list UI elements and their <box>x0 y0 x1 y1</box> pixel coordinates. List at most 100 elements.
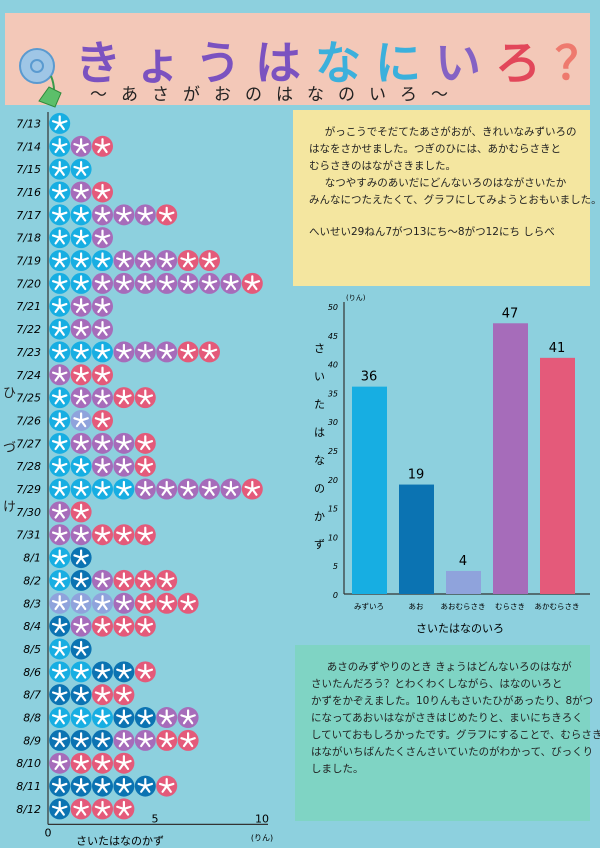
star-mark-icon <box>51 549 68 565</box>
star-mark-icon <box>73 755 89 770</box>
star-mark-icon <box>94 618 111 633</box>
star-mark-icon <box>51 595 68 611</box>
summary-line: していておもしろかったです。グラフにすることで、むらさきの <box>311 729 600 741</box>
star-mark-icon <box>73 320 89 336</box>
star-mark-icon <box>73 161 89 176</box>
y-tick-label: 15 <box>328 505 338 514</box>
star-mark-icon <box>137 389 154 405</box>
star-mark-icon <box>137 252 154 268</box>
star-mark-icon <box>116 458 132 473</box>
date-label: 8/9 <box>23 734 41 747</box>
star-mark-icon <box>73 412 89 428</box>
star-mark-icon <box>73 572 89 588</box>
star-mark-icon <box>51 138 68 154</box>
side-label-char: ひ <box>3 386 17 401</box>
y-tick-label: 25 <box>328 447 338 456</box>
star-mark-icon <box>94 206 111 222</box>
star-mark-icon <box>94 229 111 245</box>
page-title: きょうはなにいろ？ <box>75 27 600 93</box>
star-mark-icon <box>51 503 68 519</box>
star-mark-icon <box>51 206 68 222</box>
title-char: ょ <box>135 36 195 90</box>
y-tick-label: 35 <box>328 389 338 398</box>
bar-value-label: 4 <box>459 554 467 569</box>
y-tick-label: 20 <box>328 476 338 485</box>
star-mark-icon <box>73 732 89 748</box>
intro-line: なつやすみのあいだにどんないろのはながさいたか <box>324 177 567 189</box>
star-mark-icon <box>94 412 111 428</box>
star-mark-icon <box>116 343 132 359</box>
x-axis-title: さいたはなのいろ <box>416 622 504 635</box>
star-mark-icon <box>180 709 196 725</box>
star-mark-icon <box>137 435 154 451</box>
star-mark-icon <box>51 275 68 291</box>
star-mark-icon <box>137 709 154 725</box>
y-axis-title-char: は <box>314 426 325 439</box>
star-mark-icon <box>94 183 111 199</box>
star-mark-icon <box>116 595 132 611</box>
date-label: 7/25 <box>16 392 41 405</box>
date-label: 7/17 <box>16 209 41 222</box>
bar-value-label: 36 <box>361 370 378 385</box>
star-mark-icon <box>94 458 111 473</box>
star-mark-icon <box>116 526 132 542</box>
star-mark-icon <box>137 206 154 222</box>
daily-flower-chart: 7/13 7/14 7/15 7/16 7/17 7/18 7/19 7/20 7/21 7/22… <box>16 112 273 847</box>
intro-line: むらさきのはながさきました。 <box>309 160 456 172</box>
title-char: ろ <box>495 36 555 90</box>
star-mark-icon <box>180 732 196 748</box>
summary-line: しました。 <box>311 763 364 775</box>
star-mark-icon <box>94 320 111 336</box>
star-mark-icon <box>51 618 68 633</box>
category-label: あお <box>409 602 424 611</box>
x-tick-label: 0 <box>45 826 52 839</box>
bar-value-label: 47 <box>502 306 519 321</box>
star-mark-icon <box>158 572 175 588</box>
star-mark-icon <box>94 663 111 679</box>
star-mark-icon <box>137 275 154 291</box>
y-tick-label: 30 <box>328 418 338 427</box>
y-tick-label: 40 <box>328 361 338 370</box>
star-mark-icon <box>51 777 68 793</box>
y-axis-title-char: さ <box>314 342 325 355</box>
page-subtitle: 〜あさがおのはなのいろ〜 <box>90 85 462 105</box>
star-mark-icon <box>201 252 218 268</box>
star-mark-icon <box>94 595 111 611</box>
category-label: あかむらさき <box>535 602 580 611</box>
star-mark-icon <box>94 686 111 702</box>
bar <box>540 357 575 594</box>
star-mark-icon <box>73 343 89 359</box>
y-axis-title-char: た <box>314 398 325 411</box>
star-mark-icon <box>73 458 89 473</box>
intro-line: みんなにつたえたくて、グラフにしてみようとおもいました。 <box>309 194 600 206</box>
star-mark-icon <box>51 526 68 542</box>
date-label: 7/13 <box>16 117 41 130</box>
star-mark-icon <box>158 252 175 268</box>
y-tick-label: 45 <box>328 332 338 341</box>
star-mark-icon <box>180 343 196 359</box>
star-mark-icon <box>51 686 68 702</box>
date-label: 7/26 <box>16 414 41 427</box>
star-mark-icon <box>94 526 111 542</box>
star-mark-icon <box>201 343 218 359</box>
star-mark-icon <box>137 595 154 611</box>
bar <box>446 570 481 594</box>
star-mark-icon <box>116 709 132 725</box>
star-mark-icon <box>51 800 68 816</box>
star-mark-icon <box>158 732 175 748</box>
star-mark-icon <box>116 275 132 291</box>
star-mark-icon <box>223 480 239 496</box>
intro-line: はなをさかせました。つぎのひには、あかむらさきと <box>309 143 561 155</box>
star-mark-icon <box>73 503 89 519</box>
star-mark-icon <box>51 183 68 199</box>
date-label: 7/27 <box>16 437 41 450</box>
star-mark-icon <box>51 343 68 359</box>
star-mark-icon <box>73 709 89 725</box>
date-label: 8/6 <box>23 666 41 679</box>
star-mark-icon <box>158 480 175 496</box>
star-mark-icon <box>137 618 154 633</box>
star-mark-icon <box>94 755 111 770</box>
star-mark-icon <box>116 663 132 679</box>
title-char: う <box>195 36 255 90</box>
star-mark-icon <box>73 526 89 542</box>
